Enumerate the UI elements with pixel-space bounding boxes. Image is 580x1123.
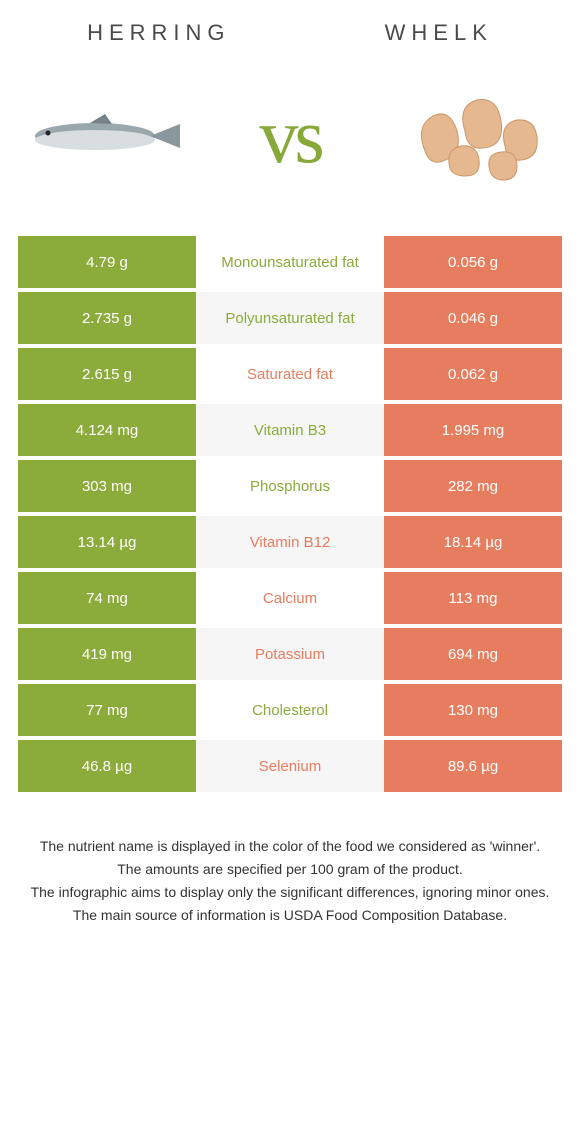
left-value: 46.8 µg bbox=[18, 740, 196, 792]
nutrient-label: Vitamin B12 bbox=[196, 516, 384, 568]
right-value: 694 mg bbox=[384, 628, 562, 680]
nutrient-label: Saturated fat bbox=[196, 348, 384, 400]
table-row: 4.124 mgVitamin B31.995 mg bbox=[18, 404, 562, 456]
left-value: 13.14 µg bbox=[18, 516, 196, 568]
vs-text: vs bbox=[259, 91, 320, 181]
right-value: 0.056 g bbox=[384, 236, 562, 288]
left-food-title: HERRING bbox=[87, 20, 230, 46]
right-value: 0.046 g bbox=[384, 292, 562, 344]
left-value: 77 mg bbox=[18, 684, 196, 736]
left-value: 2.615 g bbox=[18, 348, 196, 400]
left-value: 4.124 mg bbox=[18, 404, 196, 456]
left-value: 74 mg bbox=[18, 572, 196, 624]
table-row: 74 mgCalcium113 mg bbox=[18, 572, 562, 624]
table-row: 2.735 gPolyunsaturated fat0.046 g bbox=[18, 292, 562, 344]
right-value: 1.995 mg bbox=[384, 404, 562, 456]
nutrient-label: Polyunsaturated fat bbox=[196, 292, 384, 344]
right-value: 89.6 µg bbox=[384, 740, 562, 792]
table-row: 46.8 µgSelenium89.6 µg bbox=[18, 740, 562, 792]
footnote-line: The nutrient name is displayed in the co… bbox=[18, 836, 562, 857]
footnotes: The nutrient name is displayed in the co… bbox=[0, 796, 580, 926]
right-value: 0.062 g bbox=[384, 348, 562, 400]
nutrient-label: Cholesterol bbox=[196, 684, 384, 736]
table-row: 4.79 gMonounsaturated fat0.056 g bbox=[18, 236, 562, 288]
nutrient-label: Selenium bbox=[196, 740, 384, 792]
herring-image bbox=[20, 76, 185, 196]
nutrient-label: Monounsaturated fat bbox=[196, 236, 384, 288]
whelk-image bbox=[395, 76, 560, 196]
left-value: 2.735 g bbox=[18, 292, 196, 344]
header: HERRING WHELK bbox=[0, 0, 580, 56]
table-row: 303 mgPhosphorus282 mg bbox=[18, 460, 562, 512]
right-value: 282 mg bbox=[384, 460, 562, 512]
nutrient-label: Phosphorus bbox=[196, 460, 384, 512]
table-row: 13.14 µgVitamin B1218.14 µg bbox=[18, 516, 562, 568]
comparison-table: 4.79 gMonounsaturated fat0.056 g2.735 gP… bbox=[0, 236, 580, 792]
left-value: 4.79 g bbox=[18, 236, 196, 288]
nutrient-label: Vitamin B3 bbox=[196, 404, 384, 456]
nutrient-label: Potassium bbox=[196, 628, 384, 680]
left-value: 303 mg bbox=[18, 460, 196, 512]
nutrient-label: Calcium bbox=[196, 572, 384, 624]
table-row: 2.615 gSaturated fat0.062 g bbox=[18, 348, 562, 400]
footnote-line: The amounts are specified per 100 gram o… bbox=[18, 859, 562, 880]
right-food-title: WHELK bbox=[385, 20, 493, 46]
footnote-line: The infographic aims to display only the… bbox=[18, 882, 562, 903]
right-value: 130 mg bbox=[384, 684, 562, 736]
right-value: 113 mg bbox=[384, 572, 562, 624]
left-value: 419 mg bbox=[18, 628, 196, 680]
table-row: 419 mgPotassium694 mg bbox=[18, 628, 562, 680]
versus-row: vs bbox=[0, 56, 580, 236]
footnote-line: The main source of information is USDA F… bbox=[18, 905, 562, 926]
right-value: 18.14 µg bbox=[384, 516, 562, 568]
table-row: 77 mgCholesterol130 mg bbox=[18, 684, 562, 736]
